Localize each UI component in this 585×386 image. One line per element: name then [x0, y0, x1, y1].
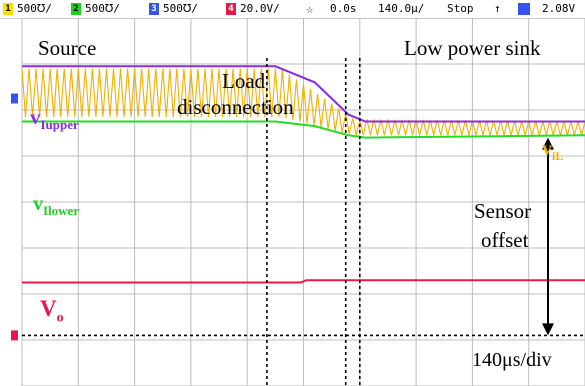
- trigger-level[interactable]: 2.08V: [542, 2, 576, 15]
- trace-viL: [21, 68, 585, 136]
- channel-4-scale[interactable]: 4 20.0V/: [226, 1, 280, 17]
- trigger-position-icon[interactable]: ☆: [306, 2, 314, 16]
- v-upper-label: vIupper: [30, 105, 79, 133]
- source-label: Source: [38, 36, 97, 60]
- graticule: [21, 18, 585, 386]
- waveform-traces: [21, 65, 585, 284]
- sensor-label-line1: Sensor: [474, 199, 532, 223]
- channel-2-scale[interactable]: 2 500℧/: [71, 1, 120, 17]
- channel-4-ground-marker: [11, 330, 18, 341]
- trace-Vo: [22, 279, 585, 284]
- scope-status-bar: 1 500℧/ 2 500℧/ 3 500℧/ 4 20.0V/ ☆ 0.0s 140.…: [0, 0, 585, 19]
- trigger-source-chip[interactable]: [518, 1, 534, 17]
- low-power-sink-label: Low power sink: [404, 36, 541, 60]
- arrow-head-up-icon: [542, 137, 554, 150]
- rising-edge-icon[interactable]: ↑: [494, 2, 501, 15]
- v-lower-label: vIlower: [33, 193, 80, 218]
- v-il-label: viL: [542, 138, 564, 163]
- channel-markers: [11, 93, 18, 341]
- channel-3-scale[interactable]: 3 500℧/: [149, 1, 198, 17]
- oscilloscope-display: [11, 18, 585, 386]
- channel-4-chip: 4: [226, 3, 236, 15]
- v-o-label: Vo: [40, 296, 64, 326]
- load-label-line1: Load: [222, 69, 266, 93]
- channel-2-chip: 2: [71, 3, 81, 15]
- channel-3-chip: 3: [149, 3, 159, 15]
- cursor-lines: [22, 58, 585, 386]
- channel-1-scale[interactable]: 1 500℧/: [3, 1, 52, 17]
- load-label-line2: disconnection: [177, 95, 294, 119]
- arrow-head-down-icon: [542, 323, 554, 336]
- timebase-label: 140μs/div: [472, 349, 552, 371]
- run-state[interactable]: Stop: [447, 2, 474, 15]
- trace-vIupper: [22, 65, 585, 123]
- sensor-label-line2: offset: [481, 228, 529, 252]
- channel-3-ground-marker: [11, 93, 18, 104]
- trace-vIlower: [22, 120, 585, 139]
- time-offset[interactable]: 0.0s: [330, 2, 357, 15]
- channel-1-chip: 1: [3, 3, 13, 15]
- timebase-readout[interactable]: 140.0µ/: [378, 2, 425, 15]
